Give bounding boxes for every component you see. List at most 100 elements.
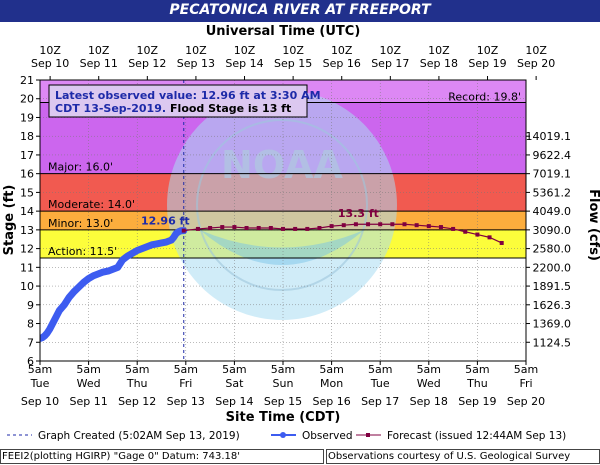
observed-point [129,250,136,257]
observed-point [114,264,121,271]
flow-tick-label: 7019.1 [533,168,572,181]
threshold-label-minor: Minor: 13.0' [48,217,113,230]
observed-point [80,279,87,286]
forecast-point [305,226,310,231]
utc-tick-hour: 10Z [282,44,304,57]
forecast-point [499,240,504,245]
info-box-flood-stage: Flood Stage is 13 ft [170,102,291,115]
time-tick-hour: 5am [125,363,149,376]
forecast-point [329,224,334,229]
observed-point [90,272,97,279]
utc-tick-hour: 10Z [428,44,450,57]
time-tick-hour: 5am [319,363,343,376]
stage-tick-label: 7 [27,336,34,349]
info-box-line1: Latest observed value: 12.96 ft at 3:30 … [55,89,321,102]
stage-tick-label: 11 [20,261,34,274]
utc-tick-hour: 10Z [137,44,159,57]
forecast-point [390,222,395,227]
legend-created-label: Graph Created (5:02AM Sep 13, 2019) [38,430,240,442]
utc-tick-date: Sep 20 [517,57,555,70]
time-tick-hour: 5am [174,363,198,376]
info-box-line2: CDT 13-Sep-2019. Flood Stage is 13 ft [55,102,291,115]
threshold-label-major: Major: 16.0' [48,161,113,174]
utc-tick-date: Sep 17 [371,57,409,70]
forecast-point [244,225,249,230]
time-tick-day: Sat [225,377,244,390]
legend-forecast-label: Forecast (issued 12:44AM Sep 13) [387,430,566,442]
forecast-point [487,235,492,240]
bottom-axis-title: Site Time (CDT) [226,410,341,425]
legend-observed-label: Observed [302,430,353,442]
forecast-point [451,226,456,231]
utc-tick-date: Sep 11 [80,57,118,70]
time-tick-hour: 5am [271,363,295,376]
series-layer [40,222,504,343]
stage-tick-label: 16 [20,168,34,181]
info-box-observed-time: CDT 13-Sep-2019. [55,102,166,115]
forecast-point [341,223,346,228]
footer-datum: FEEI2(plotting HGIRP) "Gage 0" Datum: 74… [2,451,241,462]
utc-tick-hour: 10Z [185,44,207,57]
time-tick-day: Sun [273,377,294,390]
seal-center-text: NOAA [221,143,343,187]
noaa-seal-watermark: NOAA [167,90,397,320]
observed-point [85,275,92,282]
utc-tick-date: Sep 19 [468,57,506,70]
stage-tick-label: 9 [27,299,34,312]
time-tick-date: Sep 20 [507,395,545,408]
right-axis-title: Flow (cfs) [586,189,600,261]
flow-tick-label: 5361.2 [533,186,572,199]
utc-tick-date: Sep 15 [274,57,312,70]
stage-tick-label: 13 [20,224,34,237]
stage-tick-label: 12 [20,243,34,256]
time-tick-hour: 5am [514,363,538,376]
time-tick-date: Sep 12 [118,395,156,408]
legend: Graph Created (5:02AM Sep 13, 2019) Obse… [7,430,566,442]
time-tick-hour: 5am [28,363,52,376]
stage-tick-label: 6 [27,355,34,368]
info-box: Latest observed value: 12.96 ft at 3:30 … [48,84,321,118]
forecast-point [402,222,407,227]
time-tick-day: Fri [519,377,532,390]
forecast-point [195,226,200,231]
time-tick-hour: 5am [222,363,246,376]
flow-tick-label: 2200.0 [533,261,572,274]
legend-forecast-marker [366,433,370,437]
flow-tick-label: 3090.0 [533,224,572,237]
time-tick-hour: 5am [76,363,100,376]
forecast-point [353,222,358,227]
flow-axis: 1124.5 1369.0 1626.3 1891.5 2200.0 2580.0 3090… [526,130,572,349]
time-tick-day: Tue [30,377,50,390]
threshold-label-moderate: Moderate: 14.0' [48,198,135,211]
observed-point [56,307,63,314]
hydrograph-chart: NOAA Record: 19.8' Action: 11.5' Minor: 1… [2,24,600,442]
observed-point [163,238,170,246]
time-tick-date: Sep 10 [21,395,59,408]
flow-tick-label: 1891.5 [533,280,572,293]
utc-tick-date: Sep 12 [128,57,166,70]
forecast-point [475,232,480,237]
observed-point [75,283,83,291]
observed-point [119,256,126,264]
observed-point [99,268,107,276]
time-tick-hour: 5am [465,363,489,376]
stage-tick-label: 18 [20,130,34,143]
utc-tick-hour: 10Z [380,44,402,57]
stage-tick-label: 20 [20,93,34,106]
utc-tick-hour: 10Z [525,44,547,57]
forecast-point [438,225,443,230]
observed-point [65,294,73,301]
time-tick-date: Sep 15 [264,395,302,408]
stage-tick-label: 17 [20,149,34,162]
observed-point [109,266,117,273]
flow-tick-label: 14019.1 [526,130,572,143]
utc-tick-hour: 10Z [234,44,256,57]
time-tick-date: Sep 17 [361,395,399,408]
utc-tick-hour: 10Z [477,44,499,57]
time-tick-date: Sep 11 [69,395,107,408]
time-tick-date: Sep 14 [215,395,253,408]
time-tick-date: Sep 18 [410,395,448,408]
time-tick-hour: 5am [368,363,392,376]
observed-point [51,316,58,323]
